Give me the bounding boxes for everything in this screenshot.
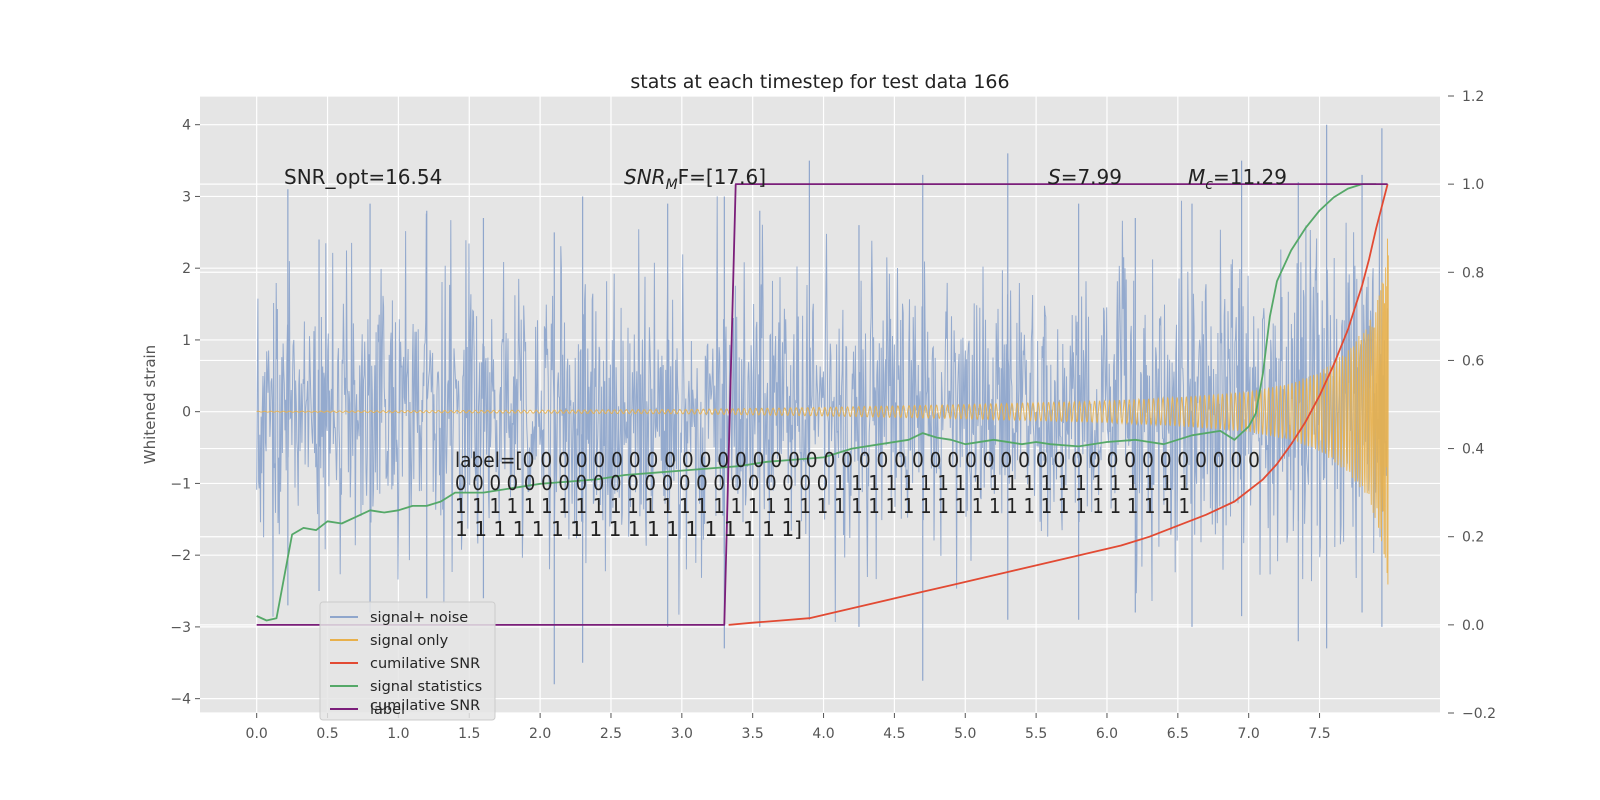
legend-label-signal-statistics: signal statistics — [370, 679, 482, 695]
annotation-snr-mf-sub: M — [666, 177, 678, 193]
series-layer — [256, 124, 1389, 685]
annotation-snr-opt: SNR_opt=16.54 — [284, 165, 442, 189]
axes-layer: 0.0 0.5 1.0 1.5 2.0 2.5 3.0 3.5 4.0 4.5 5.0 5.5 6.0 6… — [170, 89, 1496, 742]
label-text-block: label=[0 0 0 0 0 0 0 0 0 0 0 0 0 0 0 0 0… — [455, 448, 1260, 541]
y-right-tick-label-7: 1.2 — [1462, 89, 1484, 105]
y-right-tick-label-6: 1.0 — [1462, 177, 1484, 193]
x-tick-label-7: 3.5 — [742, 726, 764, 742]
y-axis-label: Whitened strain — [141, 345, 159, 464]
y-tick-label-1: −3 — [170, 620, 191, 636]
annotation-mc-rest: =11.29 — [1213, 165, 1287, 189]
y-right-tick-label-5: 0.8 — [1462, 265, 1484, 281]
y-right-tick-label-3: 0.4 — [1462, 442, 1484, 458]
x-tick-label-11: 5.5 — [1025, 726, 1047, 742]
legend-box — [319, 601, 496, 721]
x-tick-label-12: 6.0 — [1096, 726, 1118, 742]
label-text-line-2: 0 0 0 0 0 0 0 0 0 0 0 0 0 0 0 0 0 0 0 0 … — [455, 471, 1190, 495]
label-text-line-3: 1 1 1 1 1 1 1 1 1 1 1 1 1 1 1 1 1 1 1 1 … — [455, 494, 1190, 518]
y-tick-label-4: 0 — [182, 405, 191, 421]
signal-noise-line — [256, 196, 1389, 623]
annotation-s-rest: =7.99 — [1061, 165, 1122, 189]
chart-title: stats at each timestep for test data 166 — [630, 71, 1009, 93]
annotation-mc-sub: c — [1205, 177, 1213, 193]
annotation-snr-mf-main: SNR — [624, 165, 666, 189]
x-tick-label-13: 6.5 — [1167, 726, 1189, 742]
y-right-tick-label-1: 0.0 — [1462, 618, 1484, 634]
y-tick-label-2: −2 — [170, 548, 191, 564]
x-tick-label-3: 1.5 — [458, 726, 480, 742]
x-tick-label-9: 4.5 — [883, 726, 905, 742]
y-tick-label-3: −1 — [170, 476, 191, 492]
legend-label-cumilative-snr: cumilative SNR — [370, 656, 480, 672]
x-tick-label-2: 1.0 — [387, 726, 409, 742]
annotation-snr-mf: SNRMF=[17.6] — [624, 165, 766, 193]
legend: cumilative SNR signal+ noise signal only… — [319, 601, 496, 721]
x-tick-label-10: 5.0 — [954, 726, 976, 742]
legend-label-label: label — [370, 702, 405, 718]
annotation-s: S=7.99 — [1048, 165, 1122, 189]
x-tick-label-6: 3.0 — [671, 726, 693, 742]
y-right-tick-label-0: −0.2 — [1462, 706, 1496, 722]
signal-statistics-line — [256, 183, 1377, 622]
x-tick-label-1: 0.5 — [316, 726, 338, 742]
x-tick-label-0: 0.0 — [246, 726, 268, 742]
legend-hidden-text: cumilative SNR — [370, 698, 480, 714]
x-tick-label-14: 7.0 — [1238, 726, 1260, 742]
annotation-mc: Mc=11.29 — [1188, 165, 1287, 193]
y-tick-label-6: 2 — [182, 261, 191, 277]
x-tick-label-8: 4.0 — [812, 726, 834, 742]
label-text-line-4: 1 1 1 1 1 1 1 1 1 1 1 1 1 1 1 1 1 1] — [455, 517, 802, 541]
x-tick-label-4: 2.0 — [529, 726, 551, 742]
y-tick-label-7: 3 — [182, 189, 191, 205]
annotation-mc-main: M — [1188, 165, 1205, 189]
cumilative-snr-line — [728, 183, 1389, 626]
legend-label-signal-only: signal only — [370, 633, 449, 649]
y-tick-label-8: 4 — [182, 118, 191, 134]
annotation-snr-mf-rest: F=[17.6] — [678, 165, 766, 189]
x-tick-label-5: 2.5 — [600, 726, 622, 742]
y-tick-label-5: 1 — [182, 333, 191, 349]
legend-label-signal-noise: signal+ noise — [370, 610, 468, 626]
label-text-line-1: label=[0 0 0 0 0 0 0 0 0 0 0 0 0 0 0 0 0… — [455, 448, 1260, 472]
annotation-s-italic: S — [1048, 165, 1061, 189]
x-tick-label-15: 7.5 — [1308, 726, 1330, 742]
signal-only-line — [256, 238, 1389, 585]
y-right-tick-label-2: 0.2 — [1462, 530, 1484, 546]
y-tick-label-0: −4 — [170, 692, 191, 708]
y-right-tick-label-4: 0.6 — [1462, 353, 1484, 369]
